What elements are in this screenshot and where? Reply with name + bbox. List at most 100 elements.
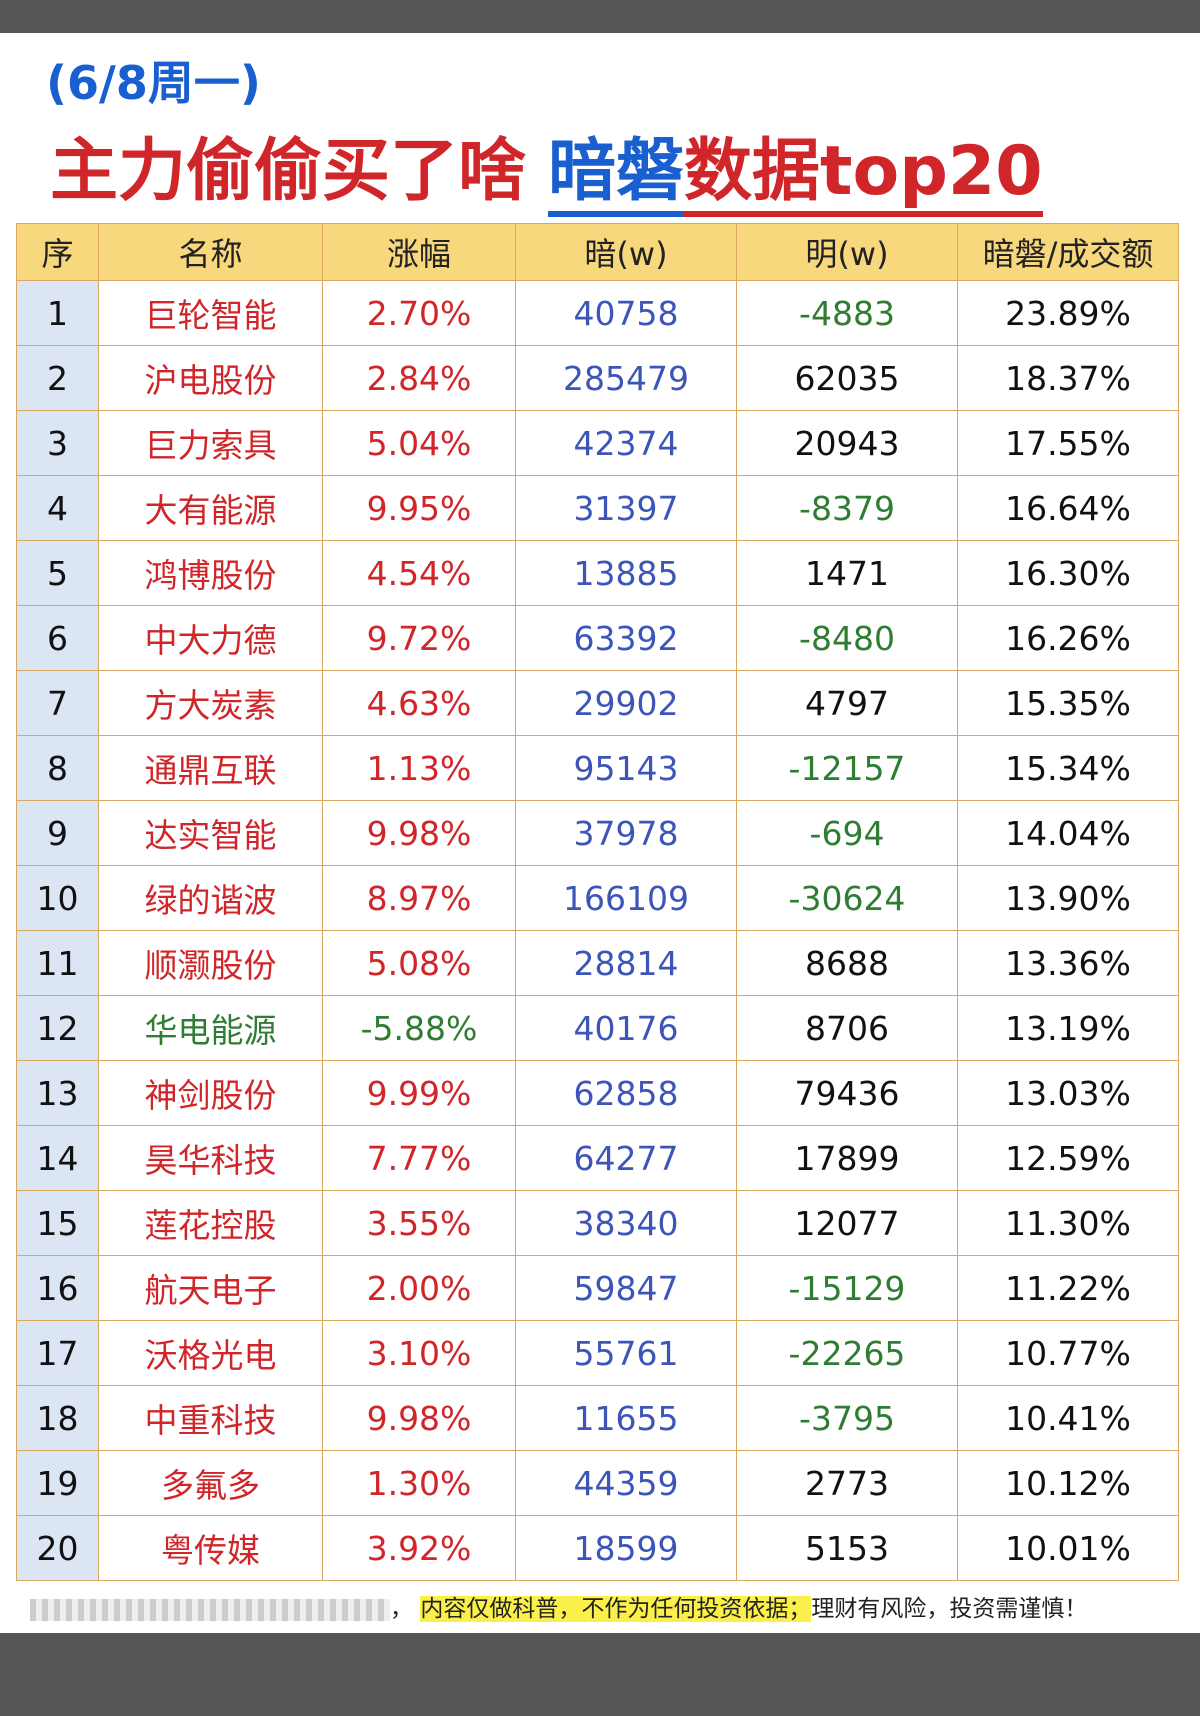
table-cell: 顺灏股份 (98, 930, 323, 996)
table-cell: 巨轮智能 (98, 280, 323, 346)
table-cell: 12077 (736, 1190, 958, 1256)
table-cell: 2.70% (322, 280, 516, 346)
table-cell: 17899 (736, 1125, 958, 1191)
rank: 5 (16, 540, 99, 606)
table-cell: 2773 (736, 1450, 958, 1516)
rank: 20 (16, 1515, 99, 1581)
table-cell: 13.03% (957, 1060, 1179, 1126)
table-cell: 3.10% (322, 1320, 516, 1386)
rank: 2 (16, 345, 99, 411)
table-cell: 12.59% (957, 1125, 1179, 1191)
column-header: 序 (16, 223, 99, 281)
rank: 3 (16, 410, 99, 476)
table-cell: 神剑股份 (98, 1060, 323, 1126)
date: (6/8周一) (46, 56, 261, 110)
column-header: 涨幅 (322, 223, 516, 281)
table-cell: 3.92% (322, 1515, 516, 1581)
table-cell: 17.55% (957, 410, 1179, 476)
table-cell: 9.72% (322, 605, 516, 671)
rank: 15 (16, 1190, 99, 1256)
table-cell: 37978 (515, 800, 737, 866)
rank: 14 (16, 1125, 99, 1191)
table-cell: 13.36% (957, 930, 1179, 996)
table-cell: 285479 (515, 345, 737, 411)
table-cell: 11.30% (957, 1190, 1179, 1256)
table-cell: 沪电股份 (98, 345, 323, 411)
rank: 17 (16, 1320, 99, 1386)
rank: 13 (16, 1060, 99, 1126)
table-cell: 166109 (515, 865, 737, 931)
footer: ， 内容仅做科普，不作为任何投资依据；理财有风险，投资需谨慎！ (30, 1589, 1087, 1623)
footer-text: ， (390, 1596, 413, 1622)
table-cell: 1.13% (322, 735, 516, 801)
rank: 10 (16, 865, 99, 931)
table-cell: -12157 (736, 735, 958, 801)
column-header: 明(w) (736, 223, 958, 281)
table-cell: 10.12% (957, 1450, 1179, 1516)
table-cell: 巨力索具 (98, 410, 323, 476)
table-cell: 2.00% (322, 1255, 516, 1321)
table-cell: 10.01% (957, 1515, 1179, 1581)
table-cell: 鸿博股份 (98, 540, 323, 606)
rank: 18 (16, 1385, 99, 1451)
table-cell: 4797 (736, 670, 958, 736)
rank: 8 (16, 735, 99, 801)
table-cell: 达实智能 (98, 800, 323, 866)
table-cell: 64277 (515, 1125, 737, 1191)
table-cell: -22265 (736, 1320, 958, 1386)
table-cell: 18.37% (957, 345, 1179, 411)
title: 主力偷偷买了啥 暗磐数据top20 (50, 115, 1043, 217)
table-cell: 2.84% (322, 345, 516, 411)
rank: 9 (16, 800, 99, 866)
table-cell: 13885 (515, 540, 737, 606)
table-cell: 11.22% (957, 1255, 1179, 1321)
table-cell: 8.97% (322, 865, 516, 931)
table-cell: 1.30% (322, 1450, 516, 1516)
table-cell: 16.30% (957, 540, 1179, 606)
table-cell: -3795 (736, 1385, 958, 1451)
table-cell: 8706 (736, 995, 958, 1061)
table-cell: 95143 (515, 735, 737, 801)
table-cell: 79436 (736, 1060, 958, 1126)
title-part: 暗磐 (548, 132, 685, 217)
table-cell: 9.98% (322, 800, 516, 866)
table-cell: 11655 (515, 1385, 737, 1451)
table-cell: -4883 (736, 280, 958, 346)
table-cell: 4.63% (322, 670, 516, 736)
table-cell: 63392 (515, 605, 737, 671)
rank: 6 (16, 605, 99, 671)
rank: 12 (16, 995, 99, 1061)
table-cell: 31397 (515, 475, 737, 541)
table-cell: 18599 (515, 1515, 737, 1581)
table-cell: 9.98% (322, 1385, 516, 1451)
rank: 11 (16, 930, 99, 996)
rank: 19 (16, 1450, 99, 1516)
blurred-text (30, 1598, 390, 1621)
table-cell: -694 (736, 800, 958, 866)
table-cell: 13.90% (957, 865, 1179, 931)
table-cell: 62035 (736, 345, 958, 411)
column-header: 名称 (98, 223, 323, 281)
table-cell: 28814 (515, 930, 737, 996)
table-cell: 40176 (515, 995, 737, 1061)
rank: 7 (16, 670, 99, 736)
table-cell: 10.41% (957, 1385, 1179, 1451)
table-cell: 绿的谐波 (98, 865, 323, 931)
table-cell: 38340 (515, 1190, 737, 1256)
table-cell: 莲花控股 (98, 1190, 323, 1256)
table-cell: 59847 (515, 1255, 737, 1321)
table-cell: 40758 (515, 280, 737, 346)
table-cell: 9.95% (322, 475, 516, 541)
table-cell: 9.99% (322, 1060, 516, 1126)
table-cell: 航天电子 (98, 1255, 323, 1321)
table-cell: 3.55% (322, 1190, 516, 1256)
rank: 4 (16, 475, 99, 541)
footer-highlight: 内容仅做科普，不作为任何投资依据； (420, 1596, 812, 1622)
table-cell: 14.04% (957, 800, 1179, 866)
table-cell: 23.89% (957, 280, 1179, 346)
table-cell: 粤传媒 (98, 1515, 323, 1581)
table-cell: 昊华科技 (98, 1125, 323, 1191)
table-cell: -5.88% (322, 995, 516, 1061)
title-part: 主力偷偷买了啥 (50, 132, 527, 211)
